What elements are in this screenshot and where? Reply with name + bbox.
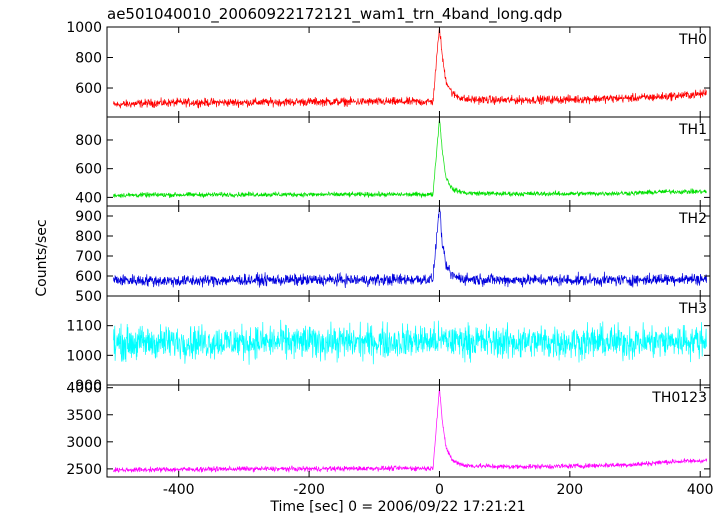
series-line-th0123	[113, 387, 708, 473]
y-tick-label-th3: 1000	[66, 348, 102, 364]
y-tick-label-th0123: 3000	[66, 435, 102, 451]
y-tick-label-th3: 900	[75, 378, 102, 394]
panel-label-th2: TH2	[678, 211, 707, 227]
y-tick-label-th2: 800	[75, 229, 102, 245]
x-tick-label: -400	[163, 482, 195, 498]
y-tick-label-th0: 800	[75, 51, 102, 67]
y-tick-label-th1: 400	[75, 190, 102, 206]
y-tick-label-th1: 600	[75, 162, 102, 178]
x-tick-label: 400	[687, 482, 714, 498]
x-tick-label: 0	[435, 482, 444, 498]
series-line-th3	[113, 319, 708, 365]
y-tick-label-th2: 700	[75, 249, 102, 265]
x-tick-label: 200	[556, 482, 583, 498]
y-tick-label-th0123: 2500	[66, 462, 102, 478]
y-tick-label-th1: 800	[75, 133, 102, 149]
panel-label-th3: TH3	[678, 301, 707, 317]
panel-frame-th1	[106, 116, 711, 207]
y-tick-label-th0: 1000	[66, 20, 102, 36]
panel-frame-th0123	[106, 384, 711, 478]
y-tick-label-th0: 600	[75, 81, 102, 97]
x-axis-label: Time [sec] 0 = 2006/09/22 17:21:21	[269, 499, 525, 515]
y-tick-label-th2: 600	[75, 269, 102, 285]
y-tick-label-th0123: 3500	[66, 408, 102, 424]
series-line-th2	[113, 205, 708, 289]
panel-label-th0: TH0	[678, 32, 707, 48]
series-line-th1	[113, 118, 707, 199]
y-tick-label-th0123: 4000	[66, 381, 102, 397]
chart-title: ae501040010_20060922172121_wam1_trn_4ban…	[107, 5, 562, 24]
panel-label-th1: TH1	[678, 122, 707, 138]
panels-group: 600 800 1000 TH0 400 600 800 TH1 500 600 700 800 900…	[66, 20, 713, 498]
panel-label-th0123: TH0123	[651, 390, 707, 406]
series-line-th0	[113, 26, 707, 109]
y-axis-label: Counts/sec	[34, 219, 50, 296]
x-tick-label: -200	[293, 482, 325, 498]
y-tick-label-th2: 900	[75, 209, 102, 225]
y-tick-label-th2: 500	[75, 289, 102, 305]
y-tick-label-th3: 1100	[66, 319, 102, 335]
